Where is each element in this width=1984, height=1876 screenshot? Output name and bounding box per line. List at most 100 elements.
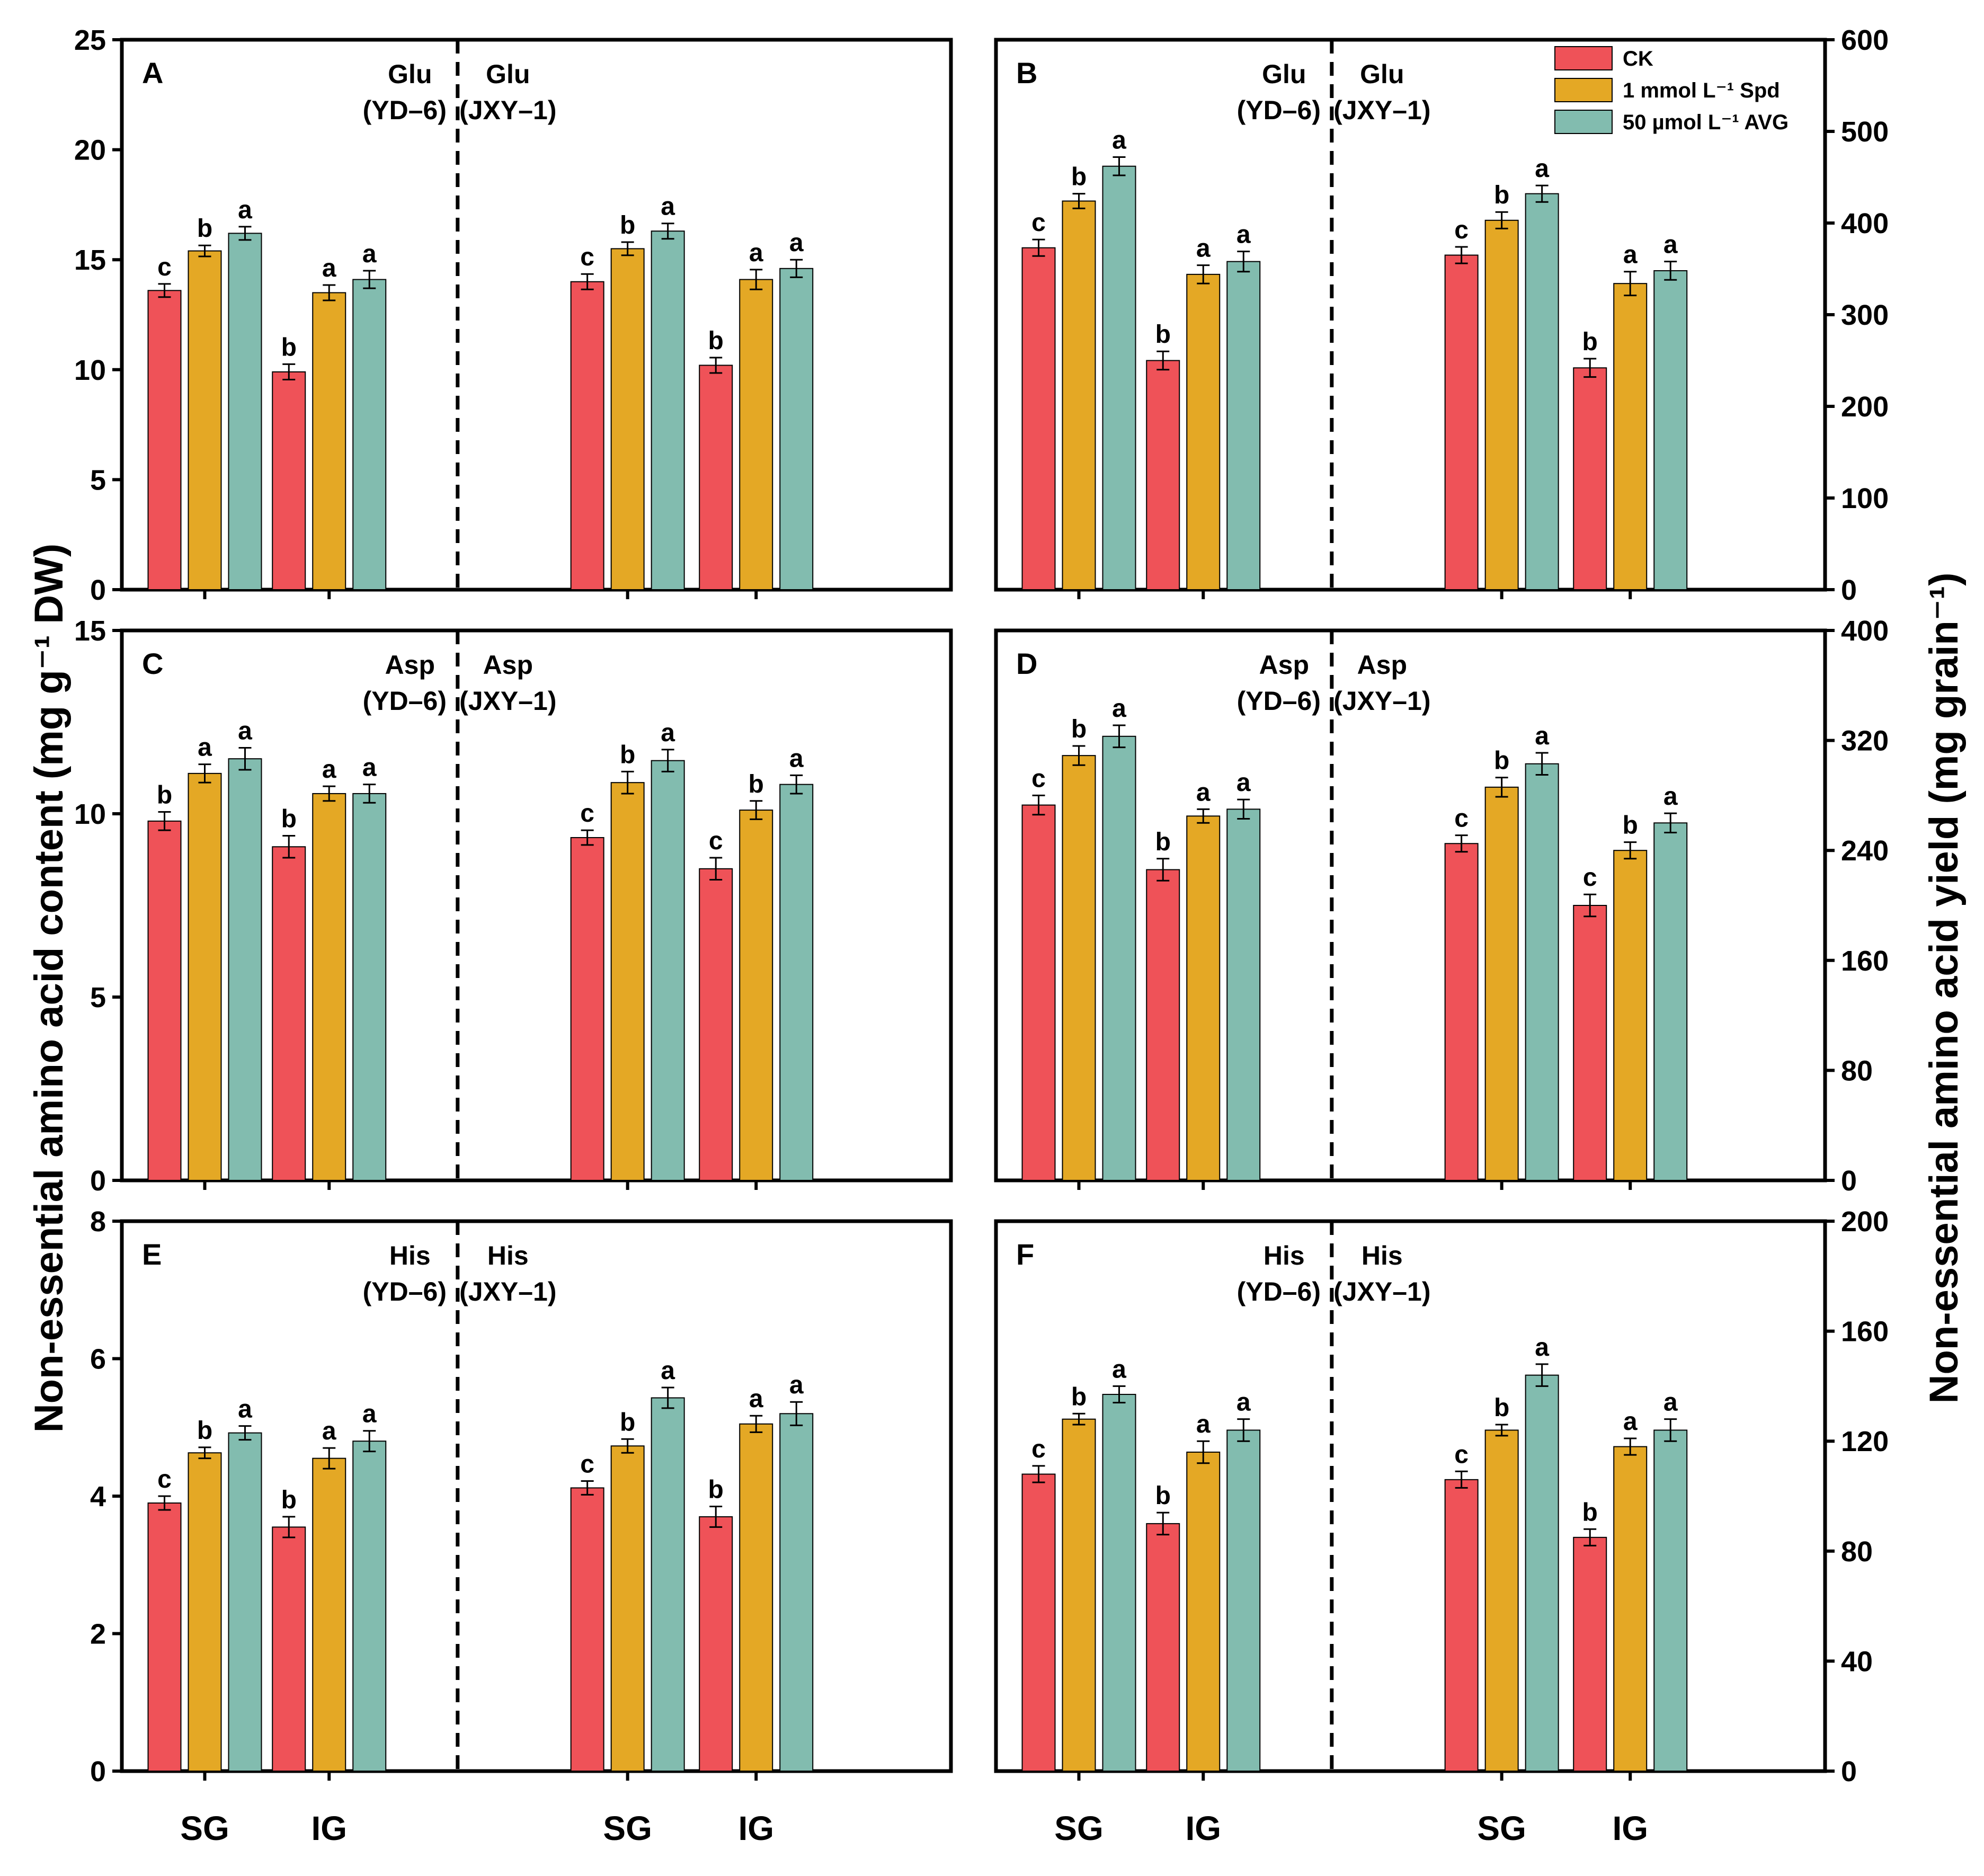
bar-spd — [1186, 1451, 1221, 1772]
y-tick-label: 240 — [1841, 835, 1889, 867]
group-label-compound: Asp — [385, 650, 435, 680]
significance-letter: c — [1583, 864, 1597, 892]
significance-letter: c — [157, 1465, 172, 1493]
significance-letter: b — [1155, 1482, 1171, 1510]
bar-ck — [570, 837, 604, 1181]
panel-label: F — [1016, 1238, 1034, 1271]
bar-spd — [188, 1452, 222, 1772]
bar-avg — [779, 268, 814, 591]
legend-swatch-avg — [1554, 110, 1613, 134]
y-tick-label: 0 — [90, 1165, 106, 1197]
significance-letter: b — [1071, 1383, 1087, 1411]
significance-letter: a — [1623, 1408, 1638, 1436]
significance-letter: a — [1196, 778, 1211, 806]
significance-letter: a — [1623, 241, 1638, 269]
x-category-label: IG — [1612, 1809, 1648, 1847]
bar-avg — [651, 230, 685, 590]
panel-label: C — [142, 647, 163, 680]
panel-frame — [994, 1219, 1827, 1773]
bar-spd — [610, 1445, 645, 1772]
bar-ck — [147, 1502, 182, 1772]
significance-letter: a — [1196, 1410, 1211, 1438]
bar-avg — [1226, 261, 1261, 591]
bar-spd — [610, 782, 645, 1181]
bar-spd — [1613, 283, 1648, 590]
y-tick-label: 600 — [1841, 24, 1889, 56]
bar-avg — [1653, 270, 1688, 590]
bar-avg — [651, 760, 685, 1181]
y-tick-label: 160 — [1841, 945, 1889, 977]
bar-avg — [1102, 165, 1136, 590]
bar-spd — [1062, 200, 1096, 591]
significance-letter: a — [1663, 1389, 1678, 1417]
bar-spd — [739, 279, 773, 590]
bar-ck — [1573, 1536, 1607, 1772]
significance-letter: a — [1663, 231, 1678, 259]
significance-letter: c — [1031, 764, 1046, 793]
y-tick-label: 4 — [90, 1481, 106, 1513]
bar-ck — [1444, 843, 1479, 1181]
significance-letter: a — [749, 1385, 763, 1413]
bar-ck — [1146, 360, 1180, 590]
significance-letter: a — [661, 1357, 675, 1385]
group-label-compound: Glu — [388, 59, 432, 89]
bar-ck — [699, 1516, 733, 1772]
bar-spd — [1484, 786, 1519, 1181]
bar-avg — [779, 1413, 814, 1772]
significance-letter: b — [157, 781, 172, 810]
significance-letter: a — [1663, 783, 1678, 811]
bar-spd — [1613, 1446, 1648, 1772]
bar-ck — [1444, 254, 1479, 590]
group-label-compound: Glu — [486, 59, 530, 89]
y-tick-label: 300 — [1841, 299, 1889, 331]
bar-avg — [1102, 1393, 1136, 1772]
bar-avg — [352, 793, 387, 1181]
significance-letter: b — [281, 333, 297, 361]
significance-letter: b — [620, 741, 635, 769]
significance-letter: a — [789, 744, 804, 772]
significance-letter: b — [197, 1417, 212, 1445]
significance-letter: a — [1196, 235, 1211, 263]
significance-letter: a — [661, 193, 675, 221]
panel-label: A — [142, 56, 163, 90]
group-label-compound: His — [487, 1241, 529, 1270]
significance-letter: b — [1071, 163, 1087, 191]
y-tick-label: 400 — [1841, 615, 1889, 647]
bar-ck — [1021, 247, 1056, 590]
y-tick-label: 8 — [90, 1206, 106, 1238]
bar-avg — [1653, 1429, 1688, 1772]
group-label-compound: Glu — [1360, 59, 1404, 89]
significance-letter: a — [322, 254, 336, 282]
bar-spd — [739, 810, 773, 1181]
y-tick-label: 6 — [90, 1344, 106, 1375]
significance-letter: b — [1155, 321, 1171, 349]
group-label-cultivar: (YD–6) — [363, 686, 447, 716]
group-label-cultivar: (YD–6) — [1237, 1277, 1321, 1306]
y-tick-label: 160 — [1841, 1316, 1889, 1348]
panel-label: E — [142, 1238, 162, 1271]
bar-spd — [188, 250, 222, 591]
significance-letter: c — [1454, 216, 1469, 244]
group-label-compound: Asp — [483, 650, 533, 680]
left-axis-title: Non-essential amino acid content (mg g⁻¹… — [26, 544, 72, 1433]
bar-ck — [147, 820, 182, 1181]
legend-label: 1 mmol L⁻¹ Spd — [1623, 79, 1780, 102]
y-tick-label: 500 — [1841, 116, 1889, 148]
x-category-label: SG — [1054, 1809, 1103, 1847]
bar-ck — [570, 1487, 604, 1772]
significance-letter: a — [1236, 1389, 1251, 1417]
bar-ck — [1146, 1523, 1180, 1772]
bar-avg — [1525, 1374, 1559, 1772]
significance-letter: a — [362, 754, 377, 782]
group-label-compound: His — [389, 1241, 431, 1270]
panel-b: 0 100 200 300 400 500 600 B Glu (YD–6) Glu (JXY–1) c… — [994, 24, 1889, 606]
bar-ck — [1021, 1473, 1056, 1772]
bar-ck — [1146, 869, 1180, 1181]
y-tick-label: 0 — [90, 574, 106, 606]
x-category-label: IG — [311, 1809, 347, 1847]
significance-letter: b — [708, 1475, 724, 1504]
bar-ck — [272, 371, 306, 591]
